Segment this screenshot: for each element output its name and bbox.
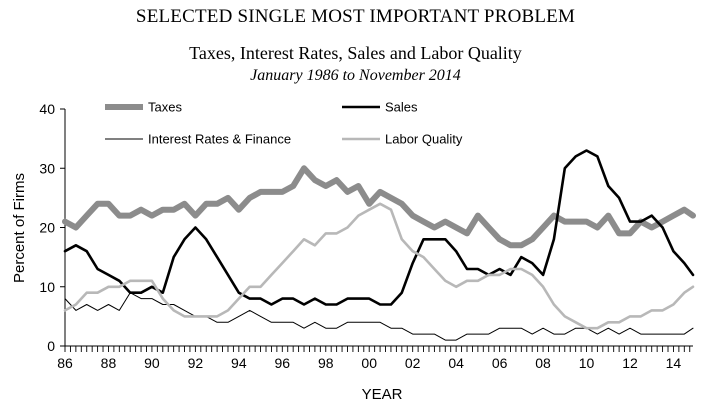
x-tick-label: 96 <box>275 355 291 371</box>
x-axis-label: YEAR <box>362 386 403 403</box>
series-line-sales <box>63 149 695 306</box>
legend: Taxes Sales Interest Rates & Finance Labor … <box>105 100 463 147</box>
series-line-labor-quality <box>63 202 695 330</box>
y-tick-label: 30 <box>39 160 55 176</box>
x-tick-label: 06 <box>492 355 508 371</box>
x-tick-label: 02 <box>405 355 421 371</box>
y-axis-label: Percent of Firms <box>11 173 28 283</box>
x-tick-label: 94 <box>231 355 247 371</box>
chart-subtitle: Taxes, Interest Rates, Sales and Labor Q… <box>189 43 522 63</box>
x-tick-label: 00 <box>361 355 377 371</box>
x-tick-label: 98 <box>318 355 334 371</box>
axes: 0 10 20 30 40 86 88 90 92 94 96 98 00 02 04 06 08 10 12 14 <box>39 101 693 371</box>
x-tick-label: 90 <box>144 355 160 371</box>
series-lines <box>62 149 696 341</box>
legend-label-interest-rates-finance: Interest Rates & Finance <box>148 132 291 147</box>
x-tick-label: 10 <box>579 355 595 371</box>
y-tick-label: 0 <box>47 338 55 354</box>
x-tick-label: 12 <box>622 355 638 371</box>
y-tick-label: 40 <box>39 101 55 117</box>
legend-label-taxes: Taxes <box>148 100 182 115</box>
x-tick-label: 88 <box>101 355 117 371</box>
legend-label-labor-quality: Labor Quality <box>385 132 463 147</box>
x-tick-label: 04 <box>448 355 464 371</box>
x-tick-label: 14 <box>666 355 682 371</box>
x-tick-label: 86 <box>57 355 73 371</box>
legend-label-sales: Sales <box>385 100 418 115</box>
y-tick-label: 20 <box>39 220 55 236</box>
series-line-interest-rates-finance <box>64 292 694 341</box>
chart-date-range: January 1986 to November 2014 <box>250 67 461 84</box>
chart-title: SELECTED SINGLE MOST IMPORTANT PROBLEM <box>135 6 576 27</box>
x-tick-label: 08 <box>535 355 551 371</box>
y-tick-label: 10 <box>39 279 55 295</box>
series-line-taxes <box>62 165 696 249</box>
x-tick-label: 92 <box>188 355 204 371</box>
